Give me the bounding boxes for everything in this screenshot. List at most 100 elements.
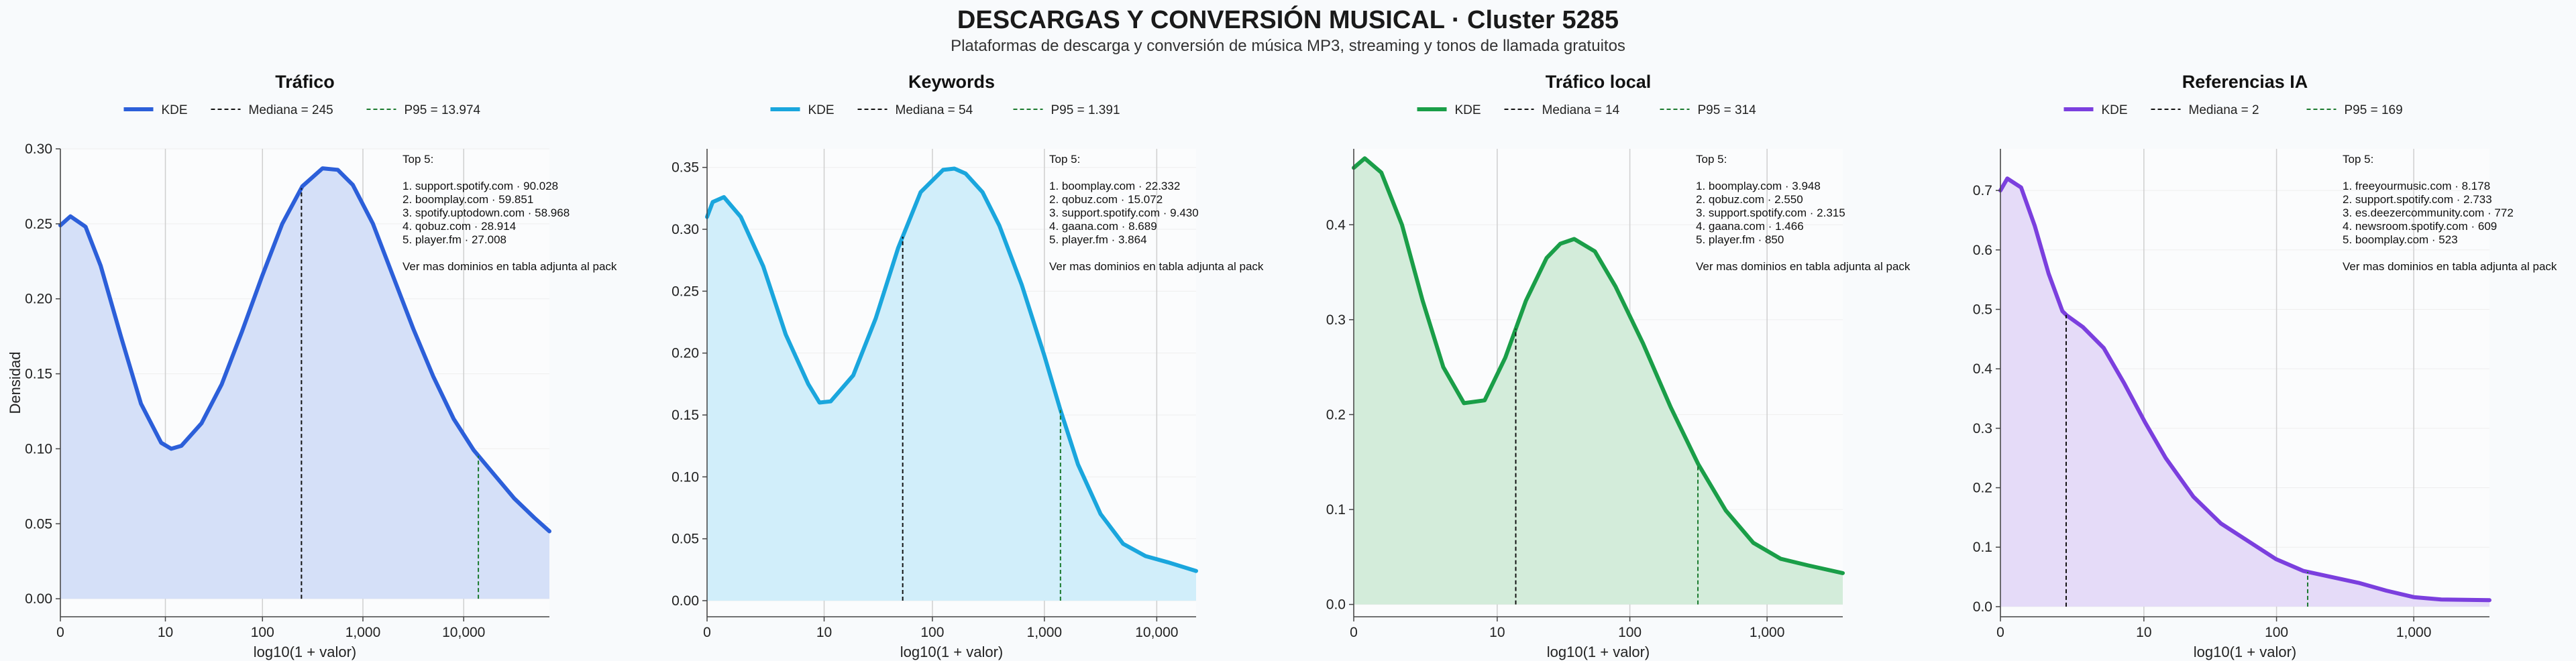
y-tick-label: 0.05 <box>25 516 52 532</box>
kde-area <box>707 168 1196 601</box>
x-tick-label: 10,000 <box>442 625 485 640</box>
chart-panel-4: Referencias IA KDE Mediana = 2 P95 = 169 0.0… <box>1973 72 2557 660</box>
chart-panel-2: Keywords KDE Mediana = 54 P95 = 1.391 0.00 0.… <box>672 72 1264 660</box>
panel-legend: KDE Mediana = 2 P95 = 169 <box>2063 103 2403 117</box>
annotation-line: 2. support.spotify.com · 2.733 <box>2343 193 2492 206</box>
y-tick-label: 0.10 <box>672 469 699 485</box>
legend-median-label: Mediana = 245 <box>249 103 333 117</box>
x-tick-label: 0 <box>56 625 64 640</box>
x-axis-label: log10(1 + valor) <box>254 644 356 660</box>
legend-median-label: Mediana = 2 <box>2189 103 2259 117</box>
kde-line <box>58 166 551 534</box>
legend-p95-label: P95 = 13.974 <box>405 103 481 117</box>
annotation-line: Top 5: <box>1696 153 1727 166</box>
annotation-line: 1. boomplay.com · 3.948 <box>1696 180 1821 192</box>
annotation-line: 5. player.fm · 3.864 <box>1049 233 1147 246</box>
figure-title: DESCARGAS Y CONVERSIÓN MUSICAL · Cluster… <box>957 5 1619 34</box>
kde-area <box>2000 178 2489 607</box>
y-tick-label: 0.7 <box>1973 183 1992 198</box>
x-tick-label: 100 <box>251 625 274 640</box>
annotation-line: 3. spotify.uptodown.com · 58.968 <box>402 206 570 219</box>
annotation-line: 1. boomplay.com · 22.332 <box>1049 180 1180 192</box>
kde-area <box>1354 158 1843 605</box>
panel-title: Tráfico local <box>1546 72 1652 92</box>
y-tick-label: 0.6 <box>1973 243 1992 258</box>
panel-title: Referencias IA <box>2182 72 2308 92</box>
y-tick-label: 0.15 <box>25 367 52 382</box>
x-tick-label: 10 <box>1489 625 1505 640</box>
panel-legend: KDE Mediana = 14 P95 = 314 <box>1417 103 1757 117</box>
annotation-line: Ver mas dominios en tabla adjunta al pac… <box>2343 260 2557 273</box>
annotation-line: 4. qobuz.com · 28.914 <box>402 220 516 233</box>
chart-panel-3: Tráfico local KDE Mediana = 14 P95 = 314 0.0… <box>1326 72 1911 660</box>
y-tick-label: 0.3 <box>1973 421 1992 436</box>
panel-title: Keywords <box>908 72 995 92</box>
annotation-line: 4. gaana.com · 8.689 <box>1049 220 1157 233</box>
y-tick-label: 0.25 <box>25 217 52 232</box>
y-tick-label: 0.4 <box>1973 361 1993 377</box>
top5-annotation: Top 5: 1. support.spotify.com · 90.0282. … <box>402 153 617 273</box>
legend-kde-label: KDE <box>808 103 835 117</box>
x-tick-label: 10 <box>816 625 832 640</box>
y-tick-label: 0.0 <box>1973 599 1992 615</box>
legend-kde-label: KDE <box>2102 103 2128 117</box>
panel-legend: KDE Mediana = 54 P95 = 1.391 <box>770 103 1120 117</box>
y-tick-label: 0.10 <box>25 441 52 457</box>
y-tick-label: 0.15 <box>672 408 699 423</box>
annotation-line: 2. qobuz.com · 15.072 <box>1049 193 1163 206</box>
y-tick-label: 0.2 <box>1326 407 1346 422</box>
annotation-line: Ver mas dominios en tabla adjunta al pac… <box>402 260 617 273</box>
y-tick-label: 0.05 <box>672 532 699 547</box>
annotation-line: 3. support.spotify.com · 2.315 <box>1696 206 1845 219</box>
y-tick-label: 0.20 <box>672 346 699 361</box>
annotation-line: 1. support.spotify.com · 90.028 <box>402 180 558 192</box>
annotation-line: 5. boomplay.com · 523 <box>2343 233 2458 246</box>
x-tick-label: 10 <box>2136 625 2151 640</box>
x-tick-label: 100 <box>920 625 944 640</box>
legend-p95-label: P95 = 169 <box>2345 103 2403 117</box>
y-tick-label: 0.00 <box>672 593 699 609</box>
annotation-line: Top 5: <box>1049 153 1080 166</box>
x-tick-label: 0 <box>1996 625 2004 640</box>
y-tick-label: 0.2 <box>1973 481 1992 496</box>
panel-legend: KDE Mediana = 245 P95 = 13.974 <box>123 103 481 117</box>
kde-area <box>60 168 549 599</box>
annotation-line: 2. qobuz.com · 2.550 <box>1696 193 1803 206</box>
x-axis-label: log10(1 + valor) <box>900 644 1003 660</box>
y-tick-label: 0.30 <box>672 222 699 237</box>
y-tick-label: 0.20 <box>25 292 52 307</box>
kde-line <box>1352 156 1845 575</box>
y-tick-label: 0.3 <box>1326 312 1346 328</box>
annotation-line: Ver mas dominios en tabla adjunta al pac… <box>1049 260 1264 273</box>
y-tick-label: 0.4 <box>1326 217 1346 233</box>
annotation-line: Top 5: <box>2343 153 2373 166</box>
legend-median-label: Mediana = 54 <box>896 103 973 117</box>
x-tick-label: 10 <box>158 625 173 640</box>
y-tick-label: 0.00 <box>25 591 52 607</box>
x-tick-label: 1,000 <box>2396 625 2432 640</box>
y-tick-label: 0.1 <box>1973 540 1992 555</box>
legend-median-label: Mediana = 14 <box>1542 103 1620 117</box>
x-tick-label: 0 <box>1350 625 1358 640</box>
x-tick-label: 1,000 <box>345 625 381 640</box>
panel-title: Tráfico <box>275 72 335 92</box>
legend-kde-label: KDE <box>1455 103 1481 117</box>
y-tick-label: 0.25 <box>672 284 699 299</box>
kde-line <box>1998 176 2491 603</box>
y-tick-label: 0.30 <box>25 141 52 157</box>
y-tick-label: 0.5 <box>1973 302 1992 317</box>
x-tick-label: 1,000 <box>1027 625 1063 640</box>
annotation-line: Ver mas dominios en tabla adjunta al pac… <box>1696 260 1911 273</box>
legend-p95-label: P95 = 314 <box>1698 103 1757 117</box>
chart-panel-1: Tráfico KDE Mediana = 245 P95 = 13.974 0.00 0… <box>7 72 617 660</box>
annotation-line: 2. boomplay.com · 59.851 <box>402 193 533 206</box>
legend-p95-label: P95 = 1.391 <box>1051 103 1120 117</box>
annotation-line: 5. player.fm · 27.008 <box>402 233 506 246</box>
annotation-line: 3. es.deezercommunity.com · 772 <box>2343 206 2514 219</box>
annotation-line: Top 5: <box>402 153 433 166</box>
legend-kde-label: KDE <box>162 103 188 117</box>
x-tick-label: 10,000 <box>1135 625 1178 640</box>
